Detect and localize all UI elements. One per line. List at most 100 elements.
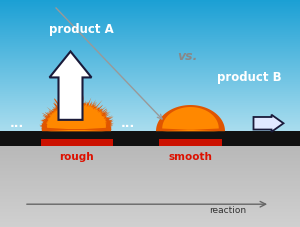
Bar <box>0 78 300 79</box>
Bar <box>0 113 300 114</box>
Bar <box>0 80 300 81</box>
Bar <box>0 17 300 18</box>
Bar <box>0 170 300 171</box>
Bar <box>0 104 300 105</box>
Bar <box>0 63 300 64</box>
Bar <box>0 3 300 4</box>
Bar <box>0 211 300 212</box>
Bar <box>0 156 300 158</box>
Bar <box>0 58 300 59</box>
Bar <box>0 23 300 24</box>
Bar <box>0 13 300 14</box>
Bar <box>0 35 300 36</box>
Text: ...: ... <box>120 116 135 129</box>
Bar <box>0 27 300 28</box>
Bar <box>0 76 300 77</box>
Bar <box>0 173 300 174</box>
Bar <box>0 218 300 219</box>
Text: smooth: smooth <box>169 151 212 161</box>
Bar <box>0 201 300 202</box>
Bar <box>0 124 300 125</box>
Bar <box>0 185 300 186</box>
Bar <box>0 220 300 221</box>
Bar <box>0 12 300 13</box>
Bar <box>0 169 300 170</box>
Bar <box>0 110 300 111</box>
Polygon shape <box>46 100 107 132</box>
Bar <box>0 200 300 201</box>
Bar <box>0 206 300 207</box>
Bar <box>0 26 300 27</box>
Bar <box>0 192 300 193</box>
Bar <box>0 129 300 130</box>
Text: rough: rough <box>59 151 94 161</box>
Bar <box>0 111 300 112</box>
Bar <box>0 184 300 185</box>
FancyArrow shape <box>50 52 92 120</box>
Bar <box>0 174 300 175</box>
Bar <box>0 45 300 46</box>
Bar <box>0 42 300 43</box>
Bar <box>0 18 300 19</box>
Bar <box>0 44 300 45</box>
Bar <box>0 202 300 203</box>
Bar <box>0 20 300 21</box>
Bar <box>0 82 300 83</box>
Bar <box>0 85 300 86</box>
Bar <box>0 204 300 205</box>
Bar <box>0 147 300 148</box>
Bar <box>0 1 300 2</box>
Bar <box>0 106 300 107</box>
Bar <box>0 116 300 117</box>
Bar <box>0 180 300 181</box>
Bar <box>0 46 300 47</box>
Bar <box>0 2 300 3</box>
Bar <box>0 225 300 226</box>
Bar <box>0 182 300 183</box>
Bar <box>0 107 300 108</box>
Bar <box>0 93 300 94</box>
Bar <box>0 119 300 120</box>
Bar <box>0 7 300 8</box>
Bar <box>0 95 300 96</box>
Bar <box>0 91 300 92</box>
Bar <box>0 36 300 37</box>
Bar <box>0 29 300 30</box>
Bar <box>0 14 300 15</box>
Bar <box>0 25 300 26</box>
Bar <box>0 33 300 34</box>
Text: product B: product B <box>217 71 281 84</box>
Bar <box>0 171 300 172</box>
Bar <box>0 210 300 211</box>
Bar <box>0 120 300 121</box>
Text: ...: ... <box>9 116 24 129</box>
Bar <box>0 47 300 48</box>
Bar <box>0 8 300 9</box>
Bar <box>0 215 300 216</box>
Bar <box>0 60 300 61</box>
Bar <box>0 208 300 209</box>
Bar <box>0 102 300 103</box>
Bar <box>0 193 300 194</box>
Bar <box>0 15 300 16</box>
Bar <box>0 155 300 156</box>
Bar <box>0 203 300 204</box>
Bar <box>0 130 300 131</box>
Bar <box>0 190 300 191</box>
Bar <box>0 219 300 220</box>
Bar <box>0 212 300 213</box>
Polygon shape <box>162 108 219 132</box>
Bar <box>0 188 300 189</box>
Text: reaction: reaction <box>209 206 247 215</box>
Bar <box>0 55 300 56</box>
Bar <box>0 122 300 123</box>
Bar <box>0 199 300 200</box>
Bar <box>0 194 300 195</box>
Bar <box>0 117 300 118</box>
Bar <box>0 16 300 17</box>
Bar <box>0 221 300 222</box>
Bar <box>0 0 300 1</box>
Bar <box>0 32 300 33</box>
Bar <box>0 61 300 62</box>
Bar <box>0 172 300 173</box>
